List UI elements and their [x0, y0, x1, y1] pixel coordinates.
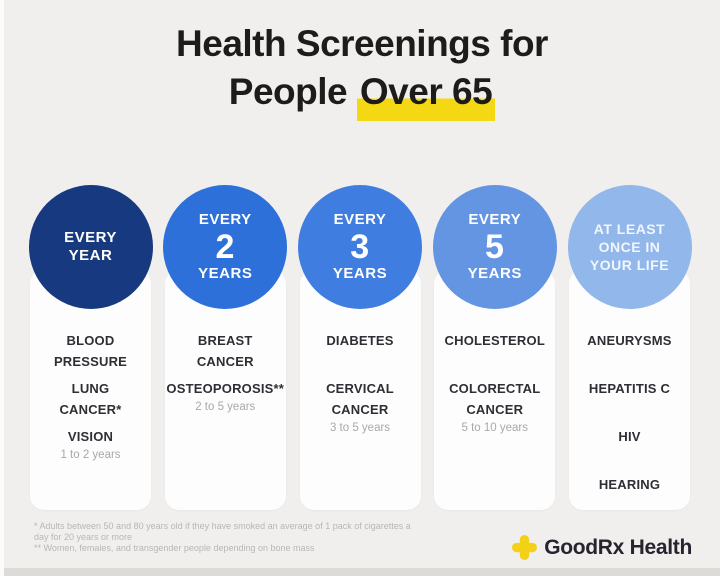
screening-column-every-3-years: EVERY 3 YEARS DIABETES CERVICAL CANCER 3 to 5… — [298, 185, 422, 510]
logo-text: GoodRx Health — [544, 536, 692, 560]
frequency-label-line: YEARS — [467, 265, 522, 282]
footnote-osteoporosis: ** Women, females, and transgender peopl… — [34, 543, 315, 553]
screening-item: BREAST CANCER — [165, 330, 286, 378]
frequency-label-line: EVERY — [64, 229, 117, 246]
frequency-label-line: YEARS — [332, 265, 388, 282]
screening-item: OSTEOPOROSIS** 2 to 5 years — [165, 378, 286, 426]
frequency-circle: EVERY 2 YEARS — [163, 185, 288, 309]
screening-item-name: COLORECTAL CANCER — [449, 381, 541, 417]
screening-item: ANEURYSMS — [569, 330, 690, 378]
frequency-label-line: 3 — [350, 228, 370, 266]
page-title: Health Screenings for People Over 65 — [4, 0, 720, 121]
frequency-label-line: 2 — [215, 228, 235, 266]
frequency-circle: EVERY 3 YEARS — [298, 185, 422, 309]
title-line1: Health Screenings for — [176, 23, 548, 64]
frequency-label-line: YEARS — [198, 265, 253, 282]
screening-item-name: HEARING — [598, 477, 661, 492]
frequency-label-line: ONCE IN — [598, 239, 661, 255]
frequency-label-line: EVERY — [333, 211, 387, 228]
screening-item-name: DIABETES — [326, 333, 394, 348]
screening-card: CHOLESTEROL COLORECTAL CANCER 5 to 10 years — [434, 270, 556, 510]
screening-item-name: VISION — [67, 429, 114, 444]
screening-item-name: OSTEOPOROSIS** — [166, 381, 285, 396]
screening-item-interval: 5 to 10 years — [461, 422, 528, 434]
screening-item-name: BLOOD PRESSURE — [53, 333, 128, 369]
footnotes: * Adults between 50 and 80 years old if … — [34, 521, 424, 554]
screening-column-every-2-years: EVERY 2 YEARS BREAST CANCER OSTEOPOROSIS** 2 … — [163, 185, 288, 510]
title-highlight: Over 65 — [356, 71, 496, 121]
logo-brand: GoodRx — [544, 535, 625, 559]
screening-column-at-least-once-in-your-life: AT LEAST ONCE IN YOUR LIFE ANEURYSMS HEPATI… — [567, 185, 692, 510]
frequency-circle: AT LEAST ONCE IN YOUR LIFE — [567, 185, 692, 309]
screening-item: DIABETES — [300, 330, 421, 378]
screening-item-name: HIV — [618, 429, 641, 444]
screening-card: BREAST CANCER OSTEOPOROSIS** 2 to 5 years — [164, 270, 286, 510]
screening-item: HEPATITIS C — [569, 378, 690, 426]
screening-card: BLOOD PRESSURE LUNG CANCER* VISION 1 to 2 yea… — [30, 270, 151, 510]
screening-column-every-year: EVERY YEAR BLOOD PRESSURE LUNG CANCER* VISION… — [28, 185, 153, 510]
footnote-lung-cancer: * Adults between 50 and 80 years old if … — [34, 521, 411, 542]
screening-item-name: BREAST CANCER — [196, 333, 254, 369]
screening-item: BLOOD PRESSURE — [30, 330, 151, 378]
screening-card: DIABETES CERVICAL CANCER 3 to 5 years — [299, 270, 421, 510]
screening-item-interval: 1 to 2 years — [60, 449, 121, 461]
frequency-label-line: YOUR LIFE — [589, 257, 670, 273]
goodrx-plus-icon — [512, 535, 538, 560]
screening-item: CHOLESTEROL — [434, 330, 555, 378]
title-line2-prefix: People — [228, 71, 348, 112]
screening-item: LUNG CANCER* — [30, 378, 151, 426]
frequency-label-line: YEAR — [68, 247, 113, 264]
frequency-circle: EVERY 5 YEARS — [432, 185, 557, 309]
screening-columns: EVERY YEAR BLOOD PRESSURE LUNG CANCER* VISION… — [28, 185, 692, 510]
frequency-label-line: EVERY — [468, 211, 522, 228]
logo-suffix: Health — [629, 535, 693, 559]
screening-item: CERVICAL CANCER 3 to 5 years — [300, 378, 421, 434]
bottom-edge-strip — [4, 568, 720, 576]
goodrx-health-logo: GoodRx Health — [512, 535, 692, 560]
screening-item: COLORECTAL CANCER 5 to 10 years — [434, 378, 555, 434]
frequency-label-line: AT LEAST — [593, 221, 666, 237]
screening-item-name: HEPATITIS C — [588, 381, 671, 396]
screening-card: ANEURYSMS HEPATITIS C HIV HEARING — [569, 270, 690, 510]
frequency-label-line: 5 — [485, 228, 505, 266]
screening-item: HEARING — [569, 474, 690, 522]
frequency-label-line: EVERY — [198, 211, 252, 228]
screening-item-interval: 3 to 5 years — [329, 422, 391, 434]
screening-item-name: CERVICAL CANCER — [326, 381, 394, 417]
screening-item-name: LUNG CANCER* — [59, 381, 122, 417]
screening-item-name: ANEURYSMS — [587, 333, 672, 348]
screening-item-name: CHOLESTEROL — [444, 333, 545, 348]
frequency-circle: EVERY YEAR — [28, 185, 153, 309]
screening-item-interval: 2 to 5 years — [195, 401, 256, 413]
screening-column-every-5-years: EVERY 5 YEARS CHOLESTEROL COLORECTAL CANCER 5… — [432, 185, 557, 510]
screening-item: VISION 1 to 2 years — [30, 426, 151, 474]
screening-item: HIV — [569, 426, 690, 474]
